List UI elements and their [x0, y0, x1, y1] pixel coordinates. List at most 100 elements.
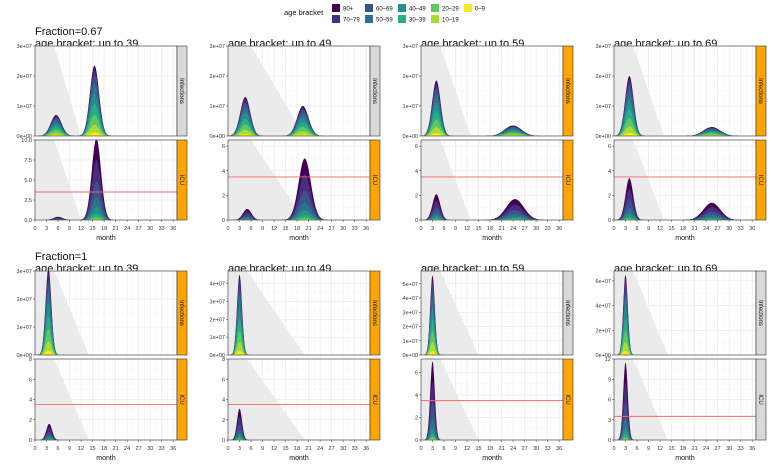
facet-strip: [176, 358, 188, 441]
x-tick-label: 30: [147, 226, 153, 232]
x-tick-label: 27: [715, 446, 721, 452]
y-tick-label: 3e+07: [17, 44, 32, 50]
x-tick-label: 21: [692, 226, 698, 232]
y-tick-label: 3e+07: [210, 44, 225, 50]
x-axis-title: month: [96, 455, 116, 462]
facet-strip-label: Infections: [757, 78, 763, 104]
y-tick-label: 1e+07: [403, 339, 418, 345]
area-band: [35, 114, 177, 136]
legend-label: 80+: [343, 7, 354, 13]
y-tick-label: 1e+07: [596, 104, 611, 110]
area-band: [35, 350, 177, 355]
y-tick-label: 4e+07: [403, 296, 418, 302]
y-tick-label: 1e+07: [17, 104, 32, 110]
y-tick-label: 0: [222, 438, 225, 444]
legend-label: 70–79: [343, 18, 360, 24]
area-band: [228, 350, 370, 355]
x-tick-label: 3: [238, 226, 241, 232]
x-tick-label: 15: [476, 226, 482, 232]
legend-label: 60–69: [376, 7, 393, 13]
y-tick-label: 4: [415, 393, 418, 399]
area-band: [421, 200, 563, 220]
x-tick-label: 21: [692, 446, 698, 452]
x-tick-label: 18: [294, 226, 300, 232]
y-tick-label: 6: [608, 144, 611, 150]
legend-swatch: [431, 15, 439, 23]
x-tick-label: 24: [317, 446, 323, 452]
y-tick-label: 0e+00: [17, 134, 32, 140]
facet-strip: [755, 45, 767, 137]
x-tick-label: 0: [226, 446, 229, 452]
x-tick-label: 24: [124, 226, 130, 232]
legend-label: 40–49: [409, 7, 426, 13]
x-tick-label: 0: [419, 446, 422, 452]
facet-strip: [562, 270, 574, 356]
y-tick-label: 0: [415, 438, 418, 444]
legend-swatch: [365, 4, 373, 12]
facet-strip-label: ICU: [178, 394, 184, 404]
x-tick-label: 27: [715, 226, 721, 232]
x-tick-label: 6: [635, 446, 638, 452]
x-tick-label: 33: [545, 446, 551, 452]
x-tick-label: 36: [556, 226, 562, 232]
facet-strip-label: Infections: [178, 300, 184, 326]
y-tick-label: 0e+00: [17, 353, 32, 359]
x-tick-label: 3: [45, 446, 48, 452]
facet-strip-label: Infections: [757, 300, 763, 326]
area-band: [421, 212, 563, 220]
area-band: [35, 93, 177, 136]
y-tick-label: 6: [415, 144, 418, 150]
x-tick-label: 9: [261, 226, 264, 232]
y-tick-label: 6: [29, 377, 32, 383]
y-tick-label: 2e+07: [17, 74, 32, 80]
x-tick-label: 21: [306, 446, 312, 452]
y-tick-label: 1e+07: [210, 335, 225, 341]
facet-strip-label: ICU: [371, 175, 377, 185]
x-tick-label: 36: [749, 446, 755, 452]
x-tick-label: 0: [612, 226, 615, 232]
x-tick-label: 36: [556, 446, 562, 452]
x-tick-label: 27: [522, 226, 528, 232]
x-tick-label: 12: [657, 226, 663, 232]
x-tick-label: 6: [56, 226, 59, 232]
x-tick-label: 33: [159, 446, 165, 452]
y-tick-label: 0e+00: [210, 353, 225, 359]
facet-strip: [369, 358, 381, 441]
x-tick-label: 30: [147, 446, 153, 452]
x-tick-label: 36: [363, 446, 369, 452]
facet-strip-label: ICU: [564, 394, 570, 404]
shaded-region: [35, 140, 82, 220]
legend: age bracket 80+ 70–79 60–69 50–59 40–49 30–39 2…: [284, 4, 486, 24]
x-tick-label: 15: [669, 446, 675, 452]
x-axis-title: month: [482, 455, 502, 462]
x-axis-title: month: [675, 455, 695, 462]
facet-strip-label: Infections: [564, 78, 570, 104]
x-tick-label: 30: [533, 446, 539, 452]
x-tick-label: 6: [249, 446, 252, 452]
x-tick-label: 27: [329, 226, 335, 232]
x-tick-label: 3: [624, 226, 627, 232]
y-tick-label: 5.0: [24, 178, 32, 184]
panel: age bracket: up to 590e+001e+072e+073e+0…: [403, 263, 574, 462]
y-tick-label: 0: [608, 438, 611, 444]
x-tick-label: 6: [442, 226, 445, 232]
x-axis-title: month: [289, 235, 309, 242]
y-tick-label: 6: [415, 371, 418, 377]
x-tick-label: 15: [283, 446, 289, 452]
x-tick-label: 9: [68, 226, 71, 232]
x-tick-label: 15: [283, 226, 289, 232]
x-tick-label: 0: [419, 226, 422, 232]
y-tick-label: 3e+07: [596, 44, 611, 50]
y-tick-label: 2e+07: [210, 317, 225, 323]
block-label: Fraction=0.67: [35, 26, 103, 38]
x-tick-label: 15: [669, 226, 675, 232]
y-tick-label: 2: [415, 416, 418, 422]
block-label: Fraction=1: [35, 251, 87, 263]
facet-strip: [369, 270, 381, 356]
x-tick-label: 33: [738, 446, 744, 452]
x-tick-label: 3: [431, 226, 434, 232]
y-tick-label: 2e+07: [596, 74, 611, 80]
